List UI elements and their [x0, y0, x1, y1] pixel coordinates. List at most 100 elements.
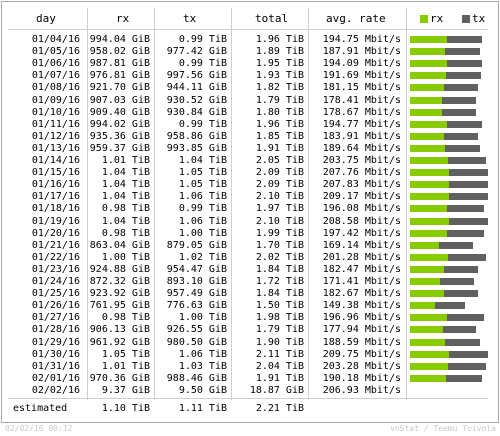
tx-usage-bar	[440, 278, 474, 285]
row-tx: 944.11 GiB	[166, 82, 227, 93]
tx-usage-bar	[449, 181, 488, 188]
tx-usage-bar	[448, 363, 486, 370]
row-day: 01/12/16	[31, 131, 80, 142]
row-total: 1.84 TiB	[255, 288, 304, 299]
tx-usage-bar	[442, 97, 476, 104]
row-rx: 1.04 TiB	[101, 179, 150, 190]
row-rx: 976.81 GiB	[89, 70, 150, 81]
row-rx: 923.92 GiB	[89, 288, 150, 299]
row-rx: 1.00 TiB	[101, 252, 150, 263]
row-total: 1.93 TiB	[255, 70, 304, 81]
row-rate: 149.38 Mbit/s	[322, 300, 401, 311]
header-separator	[8, 29, 488, 30]
estimated-rx: 1.10 TiB	[101, 403, 150, 414]
rx-usage-bar	[410, 109, 442, 116]
row-total: 1.82 TiB	[255, 82, 304, 93]
row-rate: 209.75 Mbit/s	[322, 349, 401, 360]
tx-usage-bar	[435, 302, 465, 309]
row-tx: 993.85 GiB	[166, 143, 227, 154]
rx-usage-bar	[410, 97, 442, 104]
tx-legend-swatch	[462, 15, 470, 23]
row-total: 1.97 TiB	[255, 203, 304, 214]
row-day: 01/09/16	[31, 95, 80, 106]
row-rx: 0.98 TiB	[101, 228, 150, 239]
row-rate: 182.47 Mbit/s	[322, 264, 401, 275]
row-tx: 0.99 TiB	[178, 34, 227, 45]
rx-usage-bar	[410, 145, 445, 152]
row-rx: 872.32 GiB	[89, 276, 150, 287]
row-rate: 196.08 Mbit/s	[322, 203, 401, 214]
row-tx: 977.42 GiB	[166, 46, 227, 57]
row-tx: 1.06 TiB	[178, 216, 227, 227]
row-total: 1.96 TiB	[255, 34, 304, 45]
row-rx: 924.88 GiB	[89, 264, 150, 275]
rx-usage-bar	[410, 254, 448, 261]
footer-credit: vnStat / Teemu Toivola	[390, 424, 496, 433]
row-total: 1.79 TiB	[255, 95, 304, 106]
rx-usage-bar	[410, 290, 444, 297]
row-total: 1.98 TiB	[255, 312, 304, 323]
row-total: 2.05 TiB	[255, 155, 304, 166]
column-divider	[154, 8, 155, 400]
rx-usage-bar	[410, 363, 448, 370]
row-day: 01/11/16	[31, 119, 80, 130]
row-rx: 863.04 GiB	[89, 240, 150, 251]
row-total: 2.04 TiB	[255, 361, 304, 372]
row-day: 01/06/16	[31, 58, 80, 69]
tx-usage-bar	[447, 230, 484, 237]
header-total: total	[255, 12, 289, 25]
row-rate: 209.17 Mbit/s	[322, 191, 401, 202]
row-tx: 1.06 TiB	[178, 191, 227, 202]
row-rate: 194.09 Mbit/s	[322, 58, 401, 69]
row-total: 1.90 TiB	[255, 337, 304, 348]
row-total: 1.91 TiB	[255, 373, 304, 384]
tx-usage-bar	[447, 205, 484, 212]
tx-usage-bar	[443, 326, 476, 333]
tx-usage-bar	[449, 193, 488, 200]
rx-usage-bar	[410, 242, 439, 249]
column-divider	[406, 8, 407, 400]
row-tx: 957.49 GiB	[166, 288, 227, 299]
row-rx: 907.03 GiB	[89, 95, 150, 106]
rx-usage-bar	[410, 36, 447, 43]
header-day: day	[36, 12, 56, 25]
row-tx: 776.63 GiB	[166, 300, 227, 311]
rx-usage-bar	[410, 157, 448, 164]
rx-usage-bar	[410, 266, 444, 273]
row-rate: 203.75 Mbit/s	[322, 155, 401, 166]
rx-usage-bar	[410, 72, 446, 79]
row-day: 01/16/16	[31, 179, 80, 190]
row-day: 01/24/16	[31, 276, 80, 287]
row-rx: 935.36 GiB	[89, 131, 150, 142]
row-rx: 9.37 GiB	[101, 385, 150, 396]
tx-usage-bar	[446, 375, 482, 382]
row-total: 1.84 TiB	[255, 264, 304, 275]
row-total: 2.02 TiB	[255, 252, 304, 263]
header-tx: tx	[183, 12, 197, 25]
rx-usage-bar	[410, 84, 444, 91]
tx-usage-bar	[444, 133, 478, 140]
row-rate: 187.91 Mbit/s	[322, 46, 401, 57]
tx-usage-bar	[447, 60, 482, 67]
estimated-separator	[8, 398, 488, 399]
row-rx: 994.02 GiB	[89, 119, 150, 130]
row-rate: 178.41 Mbit/s	[322, 95, 401, 106]
row-tx: 1.00 TiB	[178, 312, 227, 323]
row-day: 01/30/16	[31, 349, 80, 360]
row-total: 1.91 TiB	[255, 143, 304, 154]
row-tx: 0.99 TiB	[178, 119, 227, 130]
row-rx: 1.01 TiB	[101, 361, 150, 372]
row-total: 1.95 TiB	[255, 58, 304, 69]
row-rate: 189.64 Mbit/s	[322, 143, 401, 154]
tx-usage-bar	[449, 351, 488, 358]
rx-usage-bar	[410, 339, 445, 346]
row-total: 1.80 TiB	[255, 107, 304, 118]
row-rx: 1.04 TiB	[101, 167, 150, 178]
row-day: 01/25/16	[31, 288, 80, 299]
row-rx: 921.70 GiB	[89, 82, 150, 93]
row-day: 02/02/16	[31, 385, 80, 396]
row-rate: 190.18 Mbit/s	[322, 373, 401, 384]
row-rx: 906.13 GiB	[89, 324, 150, 335]
row-rx: 1.04 TiB	[101, 216, 150, 227]
tx-usage-bar	[447, 121, 482, 128]
